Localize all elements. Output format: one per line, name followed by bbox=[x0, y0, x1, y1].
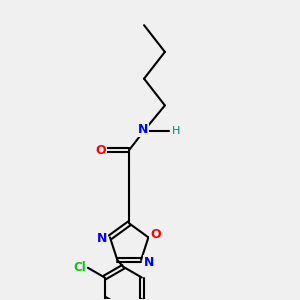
Text: Cl: Cl bbox=[73, 261, 86, 274]
Text: N: N bbox=[97, 232, 107, 245]
Text: N: N bbox=[137, 123, 148, 136]
Text: N: N bbox=[144, 256, 154, 269]
Text: H: H bbox=[172, 126, 180, 136]
Text: O: O bbox=[151, 228, 161, 241]
Text: O: O bbox=[95, 143, 106, 157]
